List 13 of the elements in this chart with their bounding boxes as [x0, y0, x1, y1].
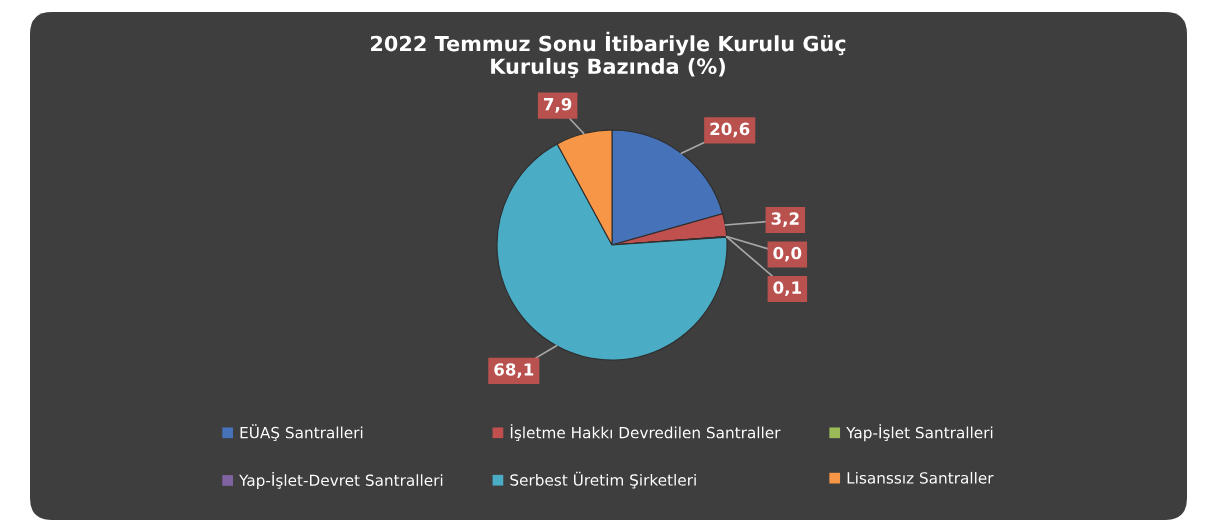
data-label: 3,2 — [771, 212, 799, 227]
data-label: 0,1 — [773, 281, 801, 296]
text: 0,0 — [773, 246, 802, 262]
data-label: 68,1 — [494, 363, 534, 378]
data-label: 20,6 — [710, 122, 750, 138]
data-label: 7,9 — [544, 97, 572, 113]
legend-label: Yap-İşlet Santralleri — [846, 424, 993, 442]
legend-label: Yap-İşlet-Devret Santralleri — [239, 471, 443, 489]
legend-label: Lisanssız Santraller — [847, 471, 994, 484]
legend-label: Serbest Üretim Şirketleri — [510, 471, 696, 489]
chart-title: 2022 Temmuz Sonu İtibariyle Kurulu Güç Kuruluş Bazında (%) — [371, 31, 846, 78]
legend-label: EÜAŞ Santralleri — [240, 424, 363, 442]
legend-label: İşletme Hakkı Devredilen Santraller — [510, 424, 781, 442]
